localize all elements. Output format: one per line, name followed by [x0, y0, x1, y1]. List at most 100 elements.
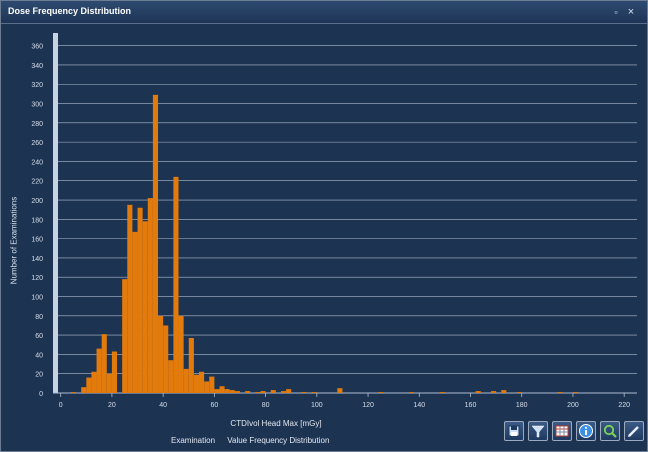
x-tick-label: 220 [618, 402, 630, 409]
save-icon [508, 425, 520, 437]
histogram-bar [86, 377, 92, 393]
edit-button[interactable] [624, 421, 644, 441]
table-icon [555, 425, 569, 437]
x-tick-label: 120 [362, 402, 374, 409]
y-tick-label: 280 [31, 121, 43, 128]
window-title: Dose Frequency Distribution [8, 6, 132, 16]
y-tick-label: 240 [31, 159, 43, 166]
histogram-bar [255, 392, 261, 394]
histogram-bar [301, 392, 307, 394]
histogram-bar [188, 338, 194, 393]
legend: Examination Value Frequency Distribution [171, 436, 339, 445]
edit-icon [628, 426, 639, 437]
y-tick-label: 80 [35, 314, 43, 321]
histogram-bar [270, 390, 276, 393]
y-tick-label: 0 [39, 391, 43, 398]
histogram-bar [163, 325, 169, 393]
legend-item-value-frequency: Value Frequency Distribution [227, 436, 330, 445]
x-tick-label: 140 [413, 402, 425, 409]
histogram-bar [70, 392, 77, 394]
table-button[interactable] [552, 421, 572, 441]
histogram-bar [337, 388, 343, 393]
close-icon[interactable]: × [627, 6, 635, 18]
histogram-bar [122, 279, 128, 393]
histogram-bar [142, 221, 148, 393]
x-tick-label: 40 [159, 402, 167, 409]
histogram-bar [193, 374, 199, 393]
y-tick-label: 40 [35, 352, 43, 359]
filter-icon [531, 425, 545, 438]
y-tick-label: 300 [31, 102, 43, 109]
x-tick-label: 80 [262, 402, 270, 409]
legend-item-examination: Examination [171, 436, 216, 445]
histogram-bar [245, 391, 251, 393]
y-tick-label: 340 [31, 63, 43, 70]
histogram-bar [475, 391, 481, 393]
title-bar[interactable]: Dose Frequency Distribution ▫ × [1, 1, 647, 24]
histogram-bar [168, 360, 174, 393]
y-tick-label: 180 [31, 217, 43, 224]
histogram-bar [219, 386, 225, 393]
y-tick-label: 220 [31, 179, 43, 186]
info-button[interactable] [576, 421, 596, 441]
y-tick-label: 140 [31, 256, 43, 263]
histogram-bar [491, 391, 497, 393]
histogram-bar [209, 376, 215, 393]
save-button[interactable] [504, 421, 524, 441]
histogram-bar [572, 392, 579, 394]
y-axis-label: Number of Examinations [9, 196, 19, 285]
x-tick-label: 180 [516, 402, 528, 409]
histogram-bar [311, 392, 317, 394]
x-tick-label: 20 [108, 402, 116, 409]
histogram-bar [199, 371, 205, 393]
histogram-bar [106, 373, 112, 393]
y-tick-label: 20 [35, 372, 43, 379]
x-tick-label: 100 [311, 402, 323, 409]
histogram-bar [409, 392, 415, 394]
histogram-bar [183, 368, 189, 393]
y-tick-label: 160 [31, 237, 43, 244]
histogram-bar [178, 315, 184, 393]
histogram-bar [516, 392, 522, 394]
histogram-bar [152, 94, 159, 394]
histogram-bar [173, 176, 179, 393]
filter-button[interactable] [528, 421, 548, 441]
histogram-bar [91, 371, 97, 393]
histogram-bar [214, 389, 220, 393]
histogram-bar [224, 389, 230, 393]
x-tick-label: 160 [465, 402, 477, 409]
restore-icon[interactable]: ▫ [614, 7, 618, 17]
histogram-chart: 0204060801001201401601802002202402602803… [31, 33, 637, 409]
y-tick-label: 100 [31, 295, 43, 302]
zoom-button[interactable] [600, 421, 620, 441]
histogram-bar [127, 204, 133, 393]
histogram-panel: 0 20 40 60 80 100 120 140 160 180 200 220 240 260 280 3… [1, 24, 647, 451]
x-tick-label: 60 [210, 402, 218, 409]
histogram-bar [234, 391, 240, 393]
histogram-bar [439, 392, 445, 394]
histogram-bar [147, 198, 153, 393]
zoom-icon [603, 424, 617, 438]
x-axis-label: CTDIvol Head Max [mGy] [230, 419, 322, 428]
x-tick-label: 200 [567, 402, 579, 409]
histogram-bar [158, 315, 164, 393]
x-tick-label: 0 [59, 402, 63, 409]
y-tick-label: 320 [31, 82, 43, 89]
histogram-bar [204, 381, 210, 393]
histogram-bar [501, 390, 507, 393]
histogram-bar [137, 207, 143, 393]
histogram-bar [96, 348, 102, 393]
histogram-bar [101, 334, 107, 393]
histogram-bar [280, 391, 287, 393]
y-axis [53, 33, 58, 393]
histogram-bar [378, 392, 384, 394]
y-tick-label: 360 [31, 44, 43, 51]
y-tick-label: 120 [31, 275, 43, 282]
info-icon [579, 424, 593, 438]
histogram-bar [286, 389, 292, 393]
y-tick-label: 200 [31, 198, 43, 205]
y-tick-label: 260 [31, 140, 43, 147]
histogram-bar [111, 351, 118, 393]
histogram-bar [557, 392, 563, 394]
